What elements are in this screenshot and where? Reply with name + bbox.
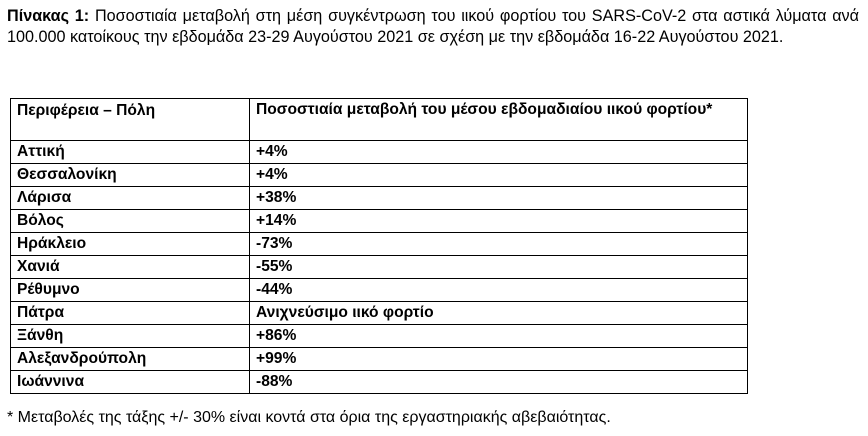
header-city: Περιφέρεια – Πόλη xyxy=(10,98,250,141)
table-row: Πάτρα Ανιχνεύσιμο ιικό φορτίο xyxy=(10,301,748,325)
table-row: Χανιά -55% xyxy=(10,255,748,279)
cell-city: Πάτρα xyxy=(10,301,250,325)
cell-city: Αλεξανδρούπολη xyxy=(10,347,250,371)
caption-label: Πίνακας 1: xyxy=(7,7,90,25)
cell-city: Ξάνθη xyxy=(10,324,250,348)
cell-city: Θεσσαλονίκη xyxy=(10,163,250,187)
table-row: Λάρισα +38% xyxy=(10,186,748,210)
cell-change: +14% xyxy=(249,209,748,233)
cell-city: Χανιά xyxy=(10,255,250,279)
cell-city: Ηράκλειο xyxy=(10,232,250,256)
header-change: Ποσοστιαία μεταβολή του μέσου εβδομαδιαί… xyxy=(249,98,748,141)
cell-city: Βόλος xyxy=(10,209,250,233)
cell-change: +86% xyxy=(249,324,748,348)
cell-city: Αττική xyxy=(10,140,250,164)
footnote: * Μεταβολές της τάξης +/- 30% είναι κοντ… xyxy=(7,409,611,426)
cell-change: Ανιχνεύσιμο ιικό φορτίο xyxy=(249,301,748,325)
cell-change: +38% xyxy=(249,186,748,210)
cell-change: -44% xyxy=(249,278,748,302)
cell-city: Ιωάννινα xyxy=(10,370,250,394)
cell-city: Λάρισα xyxy=(10,186,250,210)
cell-change: +4% xyxy=(249,163,748,187)
cell-change: -73% xyxy=(249,232,748,256)
table-header-row: Περιφέρεια – Πόλη Ποσοστιαία μεταβολή το… xyxy=(10,98,748,141)
table-row: Ξάνθη +86% xyxy=(10,324,748,348)
table-row: Αλεξανδρούπολη +99% xyxy=(10,347,748,371)
table-row: Βόλος +14% xyxy=(10,209,748,233)
table-row: Αττική +4% xyxy=(10,140,748,164)
cell-change: +4% xyxy=(249,140,748,164)
table-row: Ηράκλειο -73% xyxy=(10,232,748,256)
table-row: Ρέθυμνο -44% xyxy=(10,278,748,302)
cell-change: +99% xyxy=(249,347,748,371)
table-row: Ιωάννινα -88% xyxy=(10,370,748,394)
caption-text: Ποσοστιαία μεταβολή στη μέση συγκέντρωση… xyxy=(7,7,860,46)
wastewater-change-table: Περιφέρεια – Πόλη Ποσοστιαία μεταβολή το… xyxy=(10,98,748,394)
cell-change: -88% xyxy=(249,370,748,394)
cell-city: Ρέθυμνο xyxy=(10,278,250,302)
table-row: Θεσσαλονίκη +4% xyxy=(10,163,748,187)
cell-change: -55% xyxy=(249,255,748,279)
table-caption: Πίνακας 1: Ποσοστιαία μεταβολή στη μέση … xyxy=(7,6,859,47)
